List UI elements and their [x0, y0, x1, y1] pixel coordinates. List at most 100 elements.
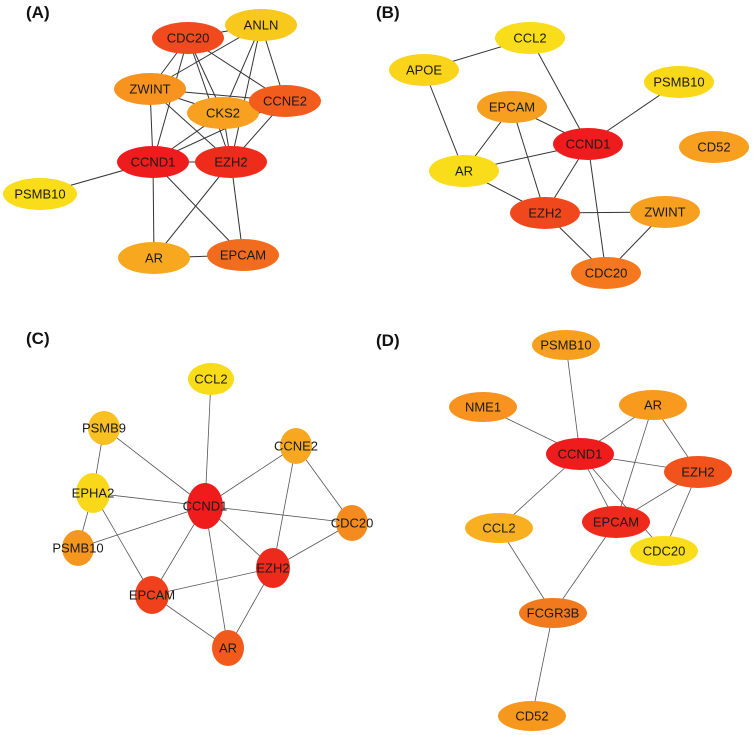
node-shape: [571, 257, 641, 289]
node-shape: [553, 128, 623, 160]
node-label: CDC20: [585, 266, 628, 281]
node-shape: [195, 146, 267, 178]
node-shape: [88, 411, 120, 445]
edge-psmb9-ccnd1: [103, 427, 206, 507]
node-shape: [630, 196, 700, 228]
node-shape: [135, 576, 169, 614]
node-label: CKS2: [206, 106, 240, 121]
node-cks2: CKS2: [187, 97, 259, 129]
edge-ccnd1-ar: [204, 505, 229, 649]
node-label: CDC20: [643, 544, 686, 559]
node-shape: [582, 506, 650, 538]
panel-d-label: (D): [376, 331, 400, 350]
network-panel-a: CDC20 ANLN ZWINT CKS2 CCNE2 CCND1 EZH2 PSMB10 AR…: [3, 9, 321, 274]
node-shape: [336, 505, 368, 541]
edge-epha2-epcam: [92, 492, 153, 596]
panel-b-label: (B): [376, 3, 400, 22]
node-shape: [152, 22, 224, 54]
node-label: PSMB10: [52, 541, 103, 556]
node-shape: [630, 536, 698, 566]
node-label: CCL2: [194, 372, 227, 387]
node-shape: [465, 513, 533, 543]
node-epha2: EPHA2: [72, 473, 115, 513]
node-cdc20: CDC20: [630, 536, 698, 566]
node-ezh2: EZH2: [664, 456, 732, 488]
node-label: CDC20: [331, 516, 374, 531]
node-ar: AR: [429, 155, 499, 187]
node-shape: [212, 630, 244, 666]
node-ar: AR: [619, 390, 687, 420]
node-label: CCNE2: [274, 439, 318, 454]
panel-c-label: (C): [26, 329, 50, 348]
node-label: FCGR3B: [527, 606, 580, 621]
node-label: AR: [644, 398, 662, 413]
node-label: ZWINT: [129, 82, 170, 97]
node-epcam: EPCAM: [207, 239, 279, 271]
node-label: CCND1: [566, 137, 611, 152]
node-shape: [207, 239, 279, 271]
node-shape: [495, 22, 565, 54]
node-shape: [477, 91, 547, 123]
node-shape: [546, 438, 614, 470]
node-zwint: ZWINT: [630, 196, 700, 228]
node-shape: [519, 598, 587, 628]
node-shape: [225, 9, 297, 41]
node-label: EZH2: [681, 465, 714, 480]
node-cd52: CD52: [679, 131, 749, 163]
node-shape: [679, 131, 749, 163]
node-psmb10: PSMB10: [3, 178, 77, 210]
node-shape: [644, 66, 714, 98]
node-shape: [449, 392, 517, 422]
edge-ezh2-epcam: [151, 567, 274, 596]
node-anln: ANLN: [225, 9, 297, 41]
node-psmb10: PSMB10: [52, 530, 104, 566]
node-label: AR: [145, 251, 163, 266]
node-psmb9: PSMB9: [82, 411, 126, 445]
panel-a-label: (A): [26, 3, 50, 22]
node-label: AR: [219, 641, 237, 656]
node-label: EPHA2: [72, 486, 115, 501]
node-label: CCND1: [558, 447, 603, 462]
edge-ccne2-ezh2: [272, 445, 297, 569]
node-label: CCL2: [482, 521, 515, 536]
node-label: APOE: [406, 63, 442, 78]
node-shape: [114, 73, 186, 105]
edge-ccnd1-ar: [152, 161, 155, 259]
node-label: CD52: [515, 709, 548, 724]
node-shape: [498, 701, 566, 731]
node-ccne2: CCNE2: [274, 428, 318, 464]
node-shape: [187, 483, 223, 529]
network-panel-c: CCL2 PSMB9 CCNE2 EPHA2 CCND1 CDC20 PSMB10 EZH2 E…: [52, 363, 373, 666]
node-shape: [3, 178, 77, 210]
node-shape: [280, 428, 312, 464]
node-label: CCND1: [131, 155, 176, 170]
node-shape: [188, 363, 234, 395]
node-label: CCNE2: [263, 94, 307, 109]
node-label: EPCAM: [129, 588, 175, 603]
edge-epcam-ezh2: [511, 106, 546, 214]
node-shape: [76, 473, 110, 513]
node-ccnd1: CCND1: [117, 146, 189, 178]
node-epcam: EPCAM: [129, 576, 175, 614]
node-label: AR: [455, 164, 473, 179]
node-ccnd1: CCND1: [183, 483, 227, 529]
node-cdc20: CDC20: [571, 257, 641, 289]
node-shape: [249, 85, 321, 117]
node-shape: [118, 242, 190, 274]
node-label: PSMB10: [14, 187, 65, 202]
node-label: EPCAM: [220, 248, 266, 263]
node-ar: AR: [212, 630, 244, 666]
node-label: EPCAM: [489, 100, 535, 115]
node-shape: [187, 97, 259, 129]
node-ccl2: CCL2: [188, 363, 234, 395]
node-shape: [664, 456, 732, 488]
node-shape: [117, 146, 189, 178]
node-cd52: CD52: [498, 701, 566, 731]
node-label: EZH2: [528, 206, 561, 221]
node-label: EPCAM: [593, 515, 639, 530]
node-cdc20: CDC20: [331, 505, 374, 541]
edge-ezh2-ar: [153, 161, 232, 259]
node-label: ZWINT: [644, 205, 685, 220]
edge-ccnd1-cdc20: [587, 143, 607, 274]
